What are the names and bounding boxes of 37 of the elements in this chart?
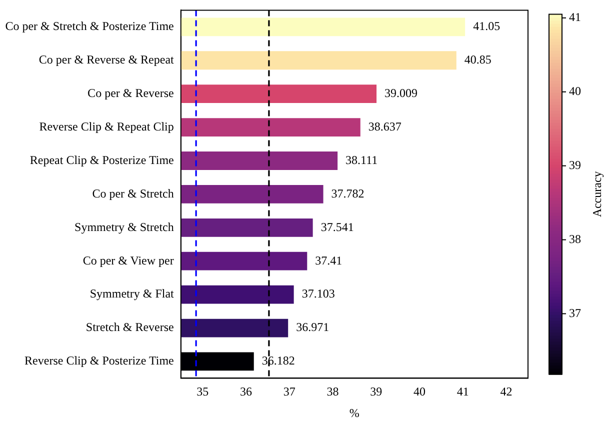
data-label: 36.971 (296, 320, 330, 334)
y-tick-label: Co per & Stretch (92, 186, 174, 200)
y-tick-label: Co per & View per (82, 253, 174, 268)
data-label: 39.009 (384, 86, 418, 100)
x-tick-label: 35 (196, 384, 209, 399)
color-bar-label: 39 (569, 158, 581, 172)
y-tick-label: Symmetry & Stretch (74, 220, 174, 234)
y-tick-label: Reverse Clip & Repeat Clip (39, 119, 174, 134)
data-label: 37.782 (331, 186, 364, 200)
color-bar-label: 37 (569, 306, 581, 320)
data-label: 37.103 (302, 286, 335, 301)
x-axis-title: % (349, 406, 360, 420)
y-tick-label: Co per & Reverse (88, 86, 174, 100)
y-tick-label: Stretch & Reverse (86, 320, 174, 334)
x-tick-label: 37 (283, 384, 296, 399)
x-tick-label: 42 (500, 384, 512, 399)
data-label: 40.85 (464, 52, 492, 67)
y-tick-label: Co per & Stretch & Posterize Time (5, 19, 174, 34)
data-label: 38.111 (346, 152, 378, 167)
y-tick-label: Symmetry & Flat (90, 286, 175, 301)
data-label: 37.41 (315, 253, 342, 268)
data-label: 37.541 (320, 220, 354, 234)
color-bar-label: 41 (569, 10, 581, 24)
x-tick-label: 39 (370, 384, 382, 399)
x-tick-label: 36 (240, 384, 252, 399)
color-bar-label: 40 (569, 84, 581, 98)
x-tick-label: 40 (414, 384, 426, 399)
x-tick-label: 38 (326, 384, 339, 399)
data-label: 41.05 (473, 19, 500, 34)
y-tick-label: Repeat Clip & Posterize Time (30, 152, 174, 167)
x-tick-label: 41 (456, 384, 469, 399)
color-bar-label: 38 (569, 232, 581, 246)
y-tick-label: Reverse Clip & Posterize Time (24, 354, 174, 368)
color-bar-title: Accuracy (590, 171, 604, 218)
y-tick-label: Co per & Reverse & Repeat (38, 52, 175, 67)
data-label: 36.182 (262, 354, 295, 368)
data-label: 38.637 (368, 119, 402, 134)
